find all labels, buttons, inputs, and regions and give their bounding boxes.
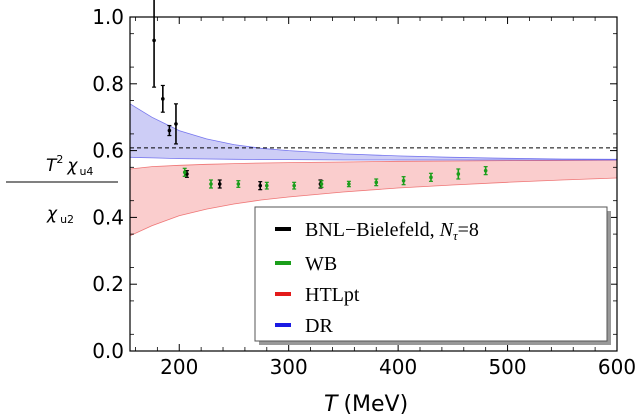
- wb-point-0: [182, 167, 187, 177]
- wb-point-8: [401, 176, 406, 186]
- legend-label-dr: DR: [305, 315, 333, 337]
- wb-marker: [429, 175, 433, 180]
- wb-point-11: [483, 166, 488, 176]
- wb-point-7: [374, 178, 379, 187]
- y-label-numerator: T2 χ u4: [46, 153, 93, 178]
- bnl-point-1: [160, 84, 165, 113]
- legend-label-bnl-tail: =8: [458, 219, 479, 241]
- wb-point-10: [456, 168, 461, 180]
- bnl-point-0: [152, 0, 157, 88]
- plot-border: [129, 16, 618, 352]
- x-tick-label: 400: [379, 355, 417, 379]
- y-tick-label: 0.6: [92, 139, 124, 163]
- x-tick-label: 300: [270, 355, 308, 379]
- x-axis-label: T (MeV): [324, 392, 408, 417]
- bnl-point-6: [258, 181, 263, 191]
- x-tick-label: 600: [598, 355, 636, 379]
- wb-marker: [182, 170, 187, 175]
- y-tick-label: 1.0: [92, 5, 124, 29]
- bnl-marker: [174, 122, 178, 126]
- y-tick-label: 0.8: [92, 72, 124, 96]
- x-tick-label: 500: [488, 355, 526, 379]
- legend-label-bnl-name: BNL−Bielefeld,: [305, 219, 440, 241]
- wb-marker: [347, 182, 351, 186]
- ticks-layer: 0.0 0.2 0.4 0.6 0.8 1.0 200 300 400 500 600: [92, 5, 636, 379]
- htlpt-band-upper-edge: [130, 159, 617, 170]
- y-label-denominator: χ u2: [46, 204, 74, 226]
- wb-marker: [401, 178, 406, 183]
- wb-point-6: [346, 180, 351, 188]
- wb-marker: [264, 183, 269, 188]
- legend-label-bnl-sub: τ: [453, 228, 459, 243]
- legend-box: [254, 206, 608, 342]
- y-tick-label: 0.4: [92, 205, 124, 229]
- dr-band: [130, 103, 617, 160]
- bnl-point-2: [167, 124, 172, 137]
- wb-point-9: [428, 172, 433, 182]
- bnl-point-3: [173, 103, 178, 145]
- wb-point-3: [264, 181, 269, 190]
- wb-point-5: [319, 180, 324, 188]
- wb-marker: [319, 182, 324, 186]
- legend-label-bnl: BNL−Bielefeld, Nτ=8: [305, 219, 479, 243]
- data-points-layer: [152, 0, 488, 191]
- wb-marker: [236, 182, 241, 186]
- legend-label-htlpt: HTLpt: [305, 284, 360, 306]
- y-tick-label: 0.0: [92, 339, 124, 363]
- dr-band-upper-edge: [130, 103, 617, 160]
- wb-marker: [456, 172, 461, 176]
- wb-point-1: [208, 179, 213, 189]
- bnl-marker: [152, 38, 156, 43]
- y-tick-label: 0.2: [92, 272, 124, 296]
- htlpt-band-lower-edge: [130, 177, 617, 237]
- bnl-marker: [217, 182, 222, 186]
- wb-point-2: [236, 180, 241, 188]
- x-tick-label: 200: [160, 355, 198, 379]
- legend-label-bnl-var: N: [439, 219, 455, 241]
- bnl-point-5: [217, 179, 222, 189]
- legend-label-wb: WB: [305, 253, 337, 275]
- wb-marker: [374, 180, 379, 185]
- dr-band-lower-edge: [130, 156, 617, 161]
- bands-layer: [130, 103, 617, 237]
- wb-marker: [292, 183, 296, 188]
- legend: BNL−Bielefeld, Nτ=8 WB HTLpt DR: [254, 206, 611, 345]
- wb-marker: [483, 168, 488, 173]
- bnl-marker: [167, 128, 172, 133]
- wb-point-4: [292, 181, 297, 190]
- plot-frame: [129, 16, 618, 352]
- bnl-marker: [258, 183, 263, 188]
- y-axis-label: T2 χ u4 χ u2: [6, 153, 118, 226]
- htlpt-band: [130, 160, 617, 236]
- bnl-marker: [161, 97, 165, 101]
- wb-marker: [209, 182, 213, 186]
